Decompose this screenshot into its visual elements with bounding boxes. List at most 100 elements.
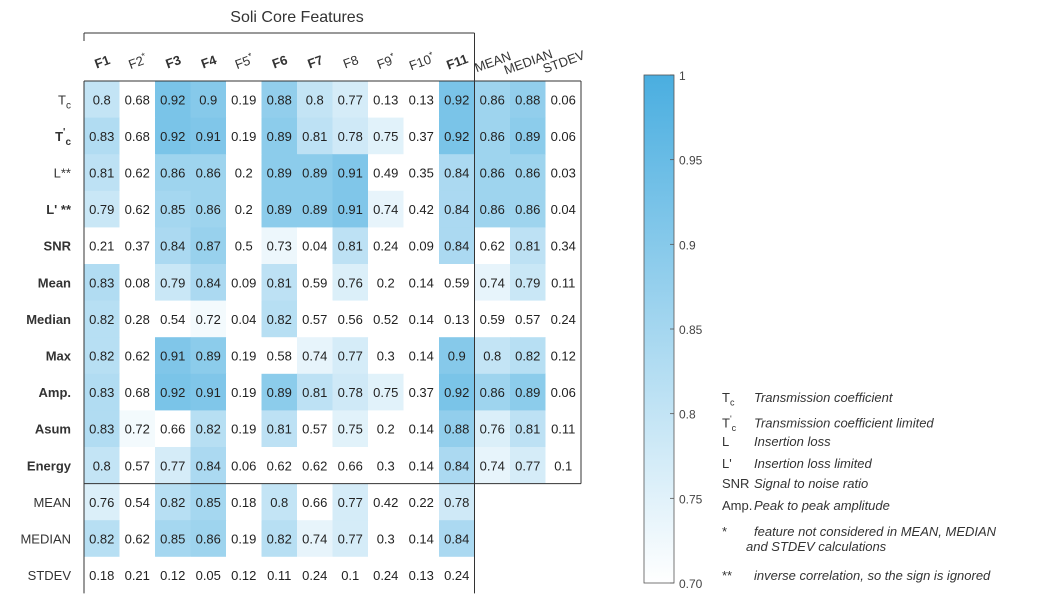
- heatmap-cell: [510, 373, 546, 411]
- heatmap-cell: [439, 117, 475, 155]
- heatmap-cell: [510, 264, 546, 301]
- cell-value-label: 0.52: [373, 312, 398, 327]
- heatmap-cell: [545, 447, 582, 484]
- heatmap-cell: [297, 373, 333, 411]
- heatmap-cell: [190, 337, 227, 375]
- heatmap-cell: [332, 520, 369, 558]
- cell-value-label: 0.19: [231, 129, 256, 144]
- cell-value-label: 0.24: [373, 239, 398, 254]
- cell-value-label: 0.92: [444, 92, 469, 107]
- colorbar-tick-label: 0.9: [679, 238, 696, 252]
- heatmap-cell: [545, 190, 582, 228]
- footnote-text: feature not considered in MEAN, MEDIAN: [754, 524, 997, 539]
- heatmap-cell: [297, 264, 333, 301]
- heatmap-cell: [332, 373, 369, 411]
- heatmap-cell: [84, 117, 120, 155]
- cell-value-label: 0.82: [89, 532, 114, 547]
- heatmap-cell: [84, 154, 120, 192]
- heatmap-cell: [332, 154, 369, 192]
- heatmap-cell: [119, 227, 156, 265]
- heatmap-cell: [332, 117, 369, 155]
- cell-value-label: 0.72: [196, 312, 221, 327]
- heatmap-cell: [155, 483, 191, 521]
- heatmap-cell: [297, 483, 333, 521]
- heatmap-cell: [439, 81, 475, 118]
- column-labels: F1 F2* F3 F4 F5* F6 F7 F8 F9* F10* F11 MEANMEDIANST…: [93, 46, 587, 77]
- heatmap-cell: [261, 337, 298, 375]
- heatmap-cell: [439, 410, 475, 448]
- row-label: Median: [26, 312, 71, 327]
- heatmap-cell: [226, 190, 262, 228]
- legend-symbol: L': [722, 456, 732, 471]
- row-label: Max: [46, 349, 72, 364]
- cell-value-label: 0.89: [302, 166, 327, 181]
- cell-value-label: 0.88: [515, 92, 540, 107]
- cell-value-label: 0.75: [338, 422, 363, 437]
- cell-value-label: 0.68: [125, 92, 150, 107]
- heatmap-cell: [261, 556, 298, 594]
- heatmap-cell: [474, 227, 511, 265]
- cell-value-label: 0.35: [409, 166, 434, 181]
- heatmap-cell: [439, 520, 475, 558]
- cell-value-label: 0.57: [302, 422, 327, 437]
- column-label: F5*: [233, 50, 256, 72]
- cell-value-label: 0.62: [480, 239, 505, 254]
- heatmap-cell: [439, 227, 475, 265]
- cell-value-label: 0.75: [373, 129, 398, 144]
- cell-value-label: 0.57: [302, 312, 327, 327]
- heatmap-cell: [439, 337, 475, 375]
- row-label: L**: [54, 166, 71, 181]
- cell-value-label: 0.86: [160, 166, 185, 181]
- heatmap-cell: [332, 300, 369, 338]
- cell-value-label: 0.92: [160, 385, 185, 400]
- heatmap-cell: [155, 337, 191, 375]
- heatmap-cell: [368, 264, 404, 301]
- cell-value-label: 0.8: [93, 458, 111, 473]
- cell-value-label: 0.68: [125, 385, 150, 400]
- cell-value-label: 0.77: [160, 458, 185, 473]
- heatmap-cell: [155, 117, 191, 155]
- heatmap-cell: [403, 337, 440, 375]
- heatmap-cell: [545, 373, 582, 411]
- cell-value-label: 0.86: [196, 532, 221, 547]
- cell-value-label: 0.82: [515, 349, 540, 364]
- cell-value-label: 0.59: [444, 275, 469, 290]
- cell-value-label: 0.81: [267, 422, 292, 437]
- cell-value-label: 0.06: [551, 92, 576, 107]
- cell-value-label: 0.86: [196, 202, 221, 217]
- cell-value-label: 0.74: [480, 275, 505, 290]
- row-label: Tc: [58, 92, 71, 111]
- heatmap-cell: [226, 264, 262, 301]
- cell-value-label: 0.86: [480, 202, 505, 217]
- cell-value-label: 0.84: [444, 166, 469, 181]
- heatmap-cell: [226, 117, 262, 155]
- heatmap-cell: [119, 520, 156, 558]
- cell-value-label: 0.66: [338, 458, 363, 473]
- legend-entry: Amp. Peak to peak amplitude: [722, 498, 890, 513]
- row-label: MEAN: [33, 495, 71, 510]
- column-label: F4: [199, 52, 219, 72]
- cell-value-label: 0.8: [306, 92, 324, 107]
- legend-description: Peak to peak amplitude: [754, 498, 890, 513]
- cell-value-label: 0.13: [409, 92, 434, 107]
- cell-value-label: 0.72: [125, 422, 150, 437]
- cell-value-label: 0.8: [483, 349, 501, 364]
- cell-value-label: 0.89: [267, 129, 292, 144]
- heatmap-cell: [155, 154, 191, 192]
- legend-description: Insertion loss limited: [754, 456, 872, 471]
- cell-value-label: 0.59: [302, 275, 327, 290]
- footnote: * feature not considered in MEAN, MEDIAN a…: [722, 524, 996, 554]
- cell-value-label: 0.19: [231, 385, 256, 400]
- cell-value-label: 0.76: [480, 422, 505, 437]
- heatmap-cell: [84, 337, 120, 375]
- cell-value-label: 0.88: [444, 422, 469, 437]
- heatmap-cell: [510, 117, 546, 155]
- legend-symbol: Amp.: [722, 498, 753, 513]
- heatmap-cell: [439, 300, 475, 338]
- heatmap-cell: [510, 447, 546, 484]
- heatmap-cell: [403, 300, 440, 338]
- heatmap-cell: [119, 447, 156, 484]
- column-label: F2*: [126, 50, 149, 72]
- cell-value-label: 0.14: [409, 532, 434, 547]
- cell-value-label: 0.66: [302, 495, 327, 510]
